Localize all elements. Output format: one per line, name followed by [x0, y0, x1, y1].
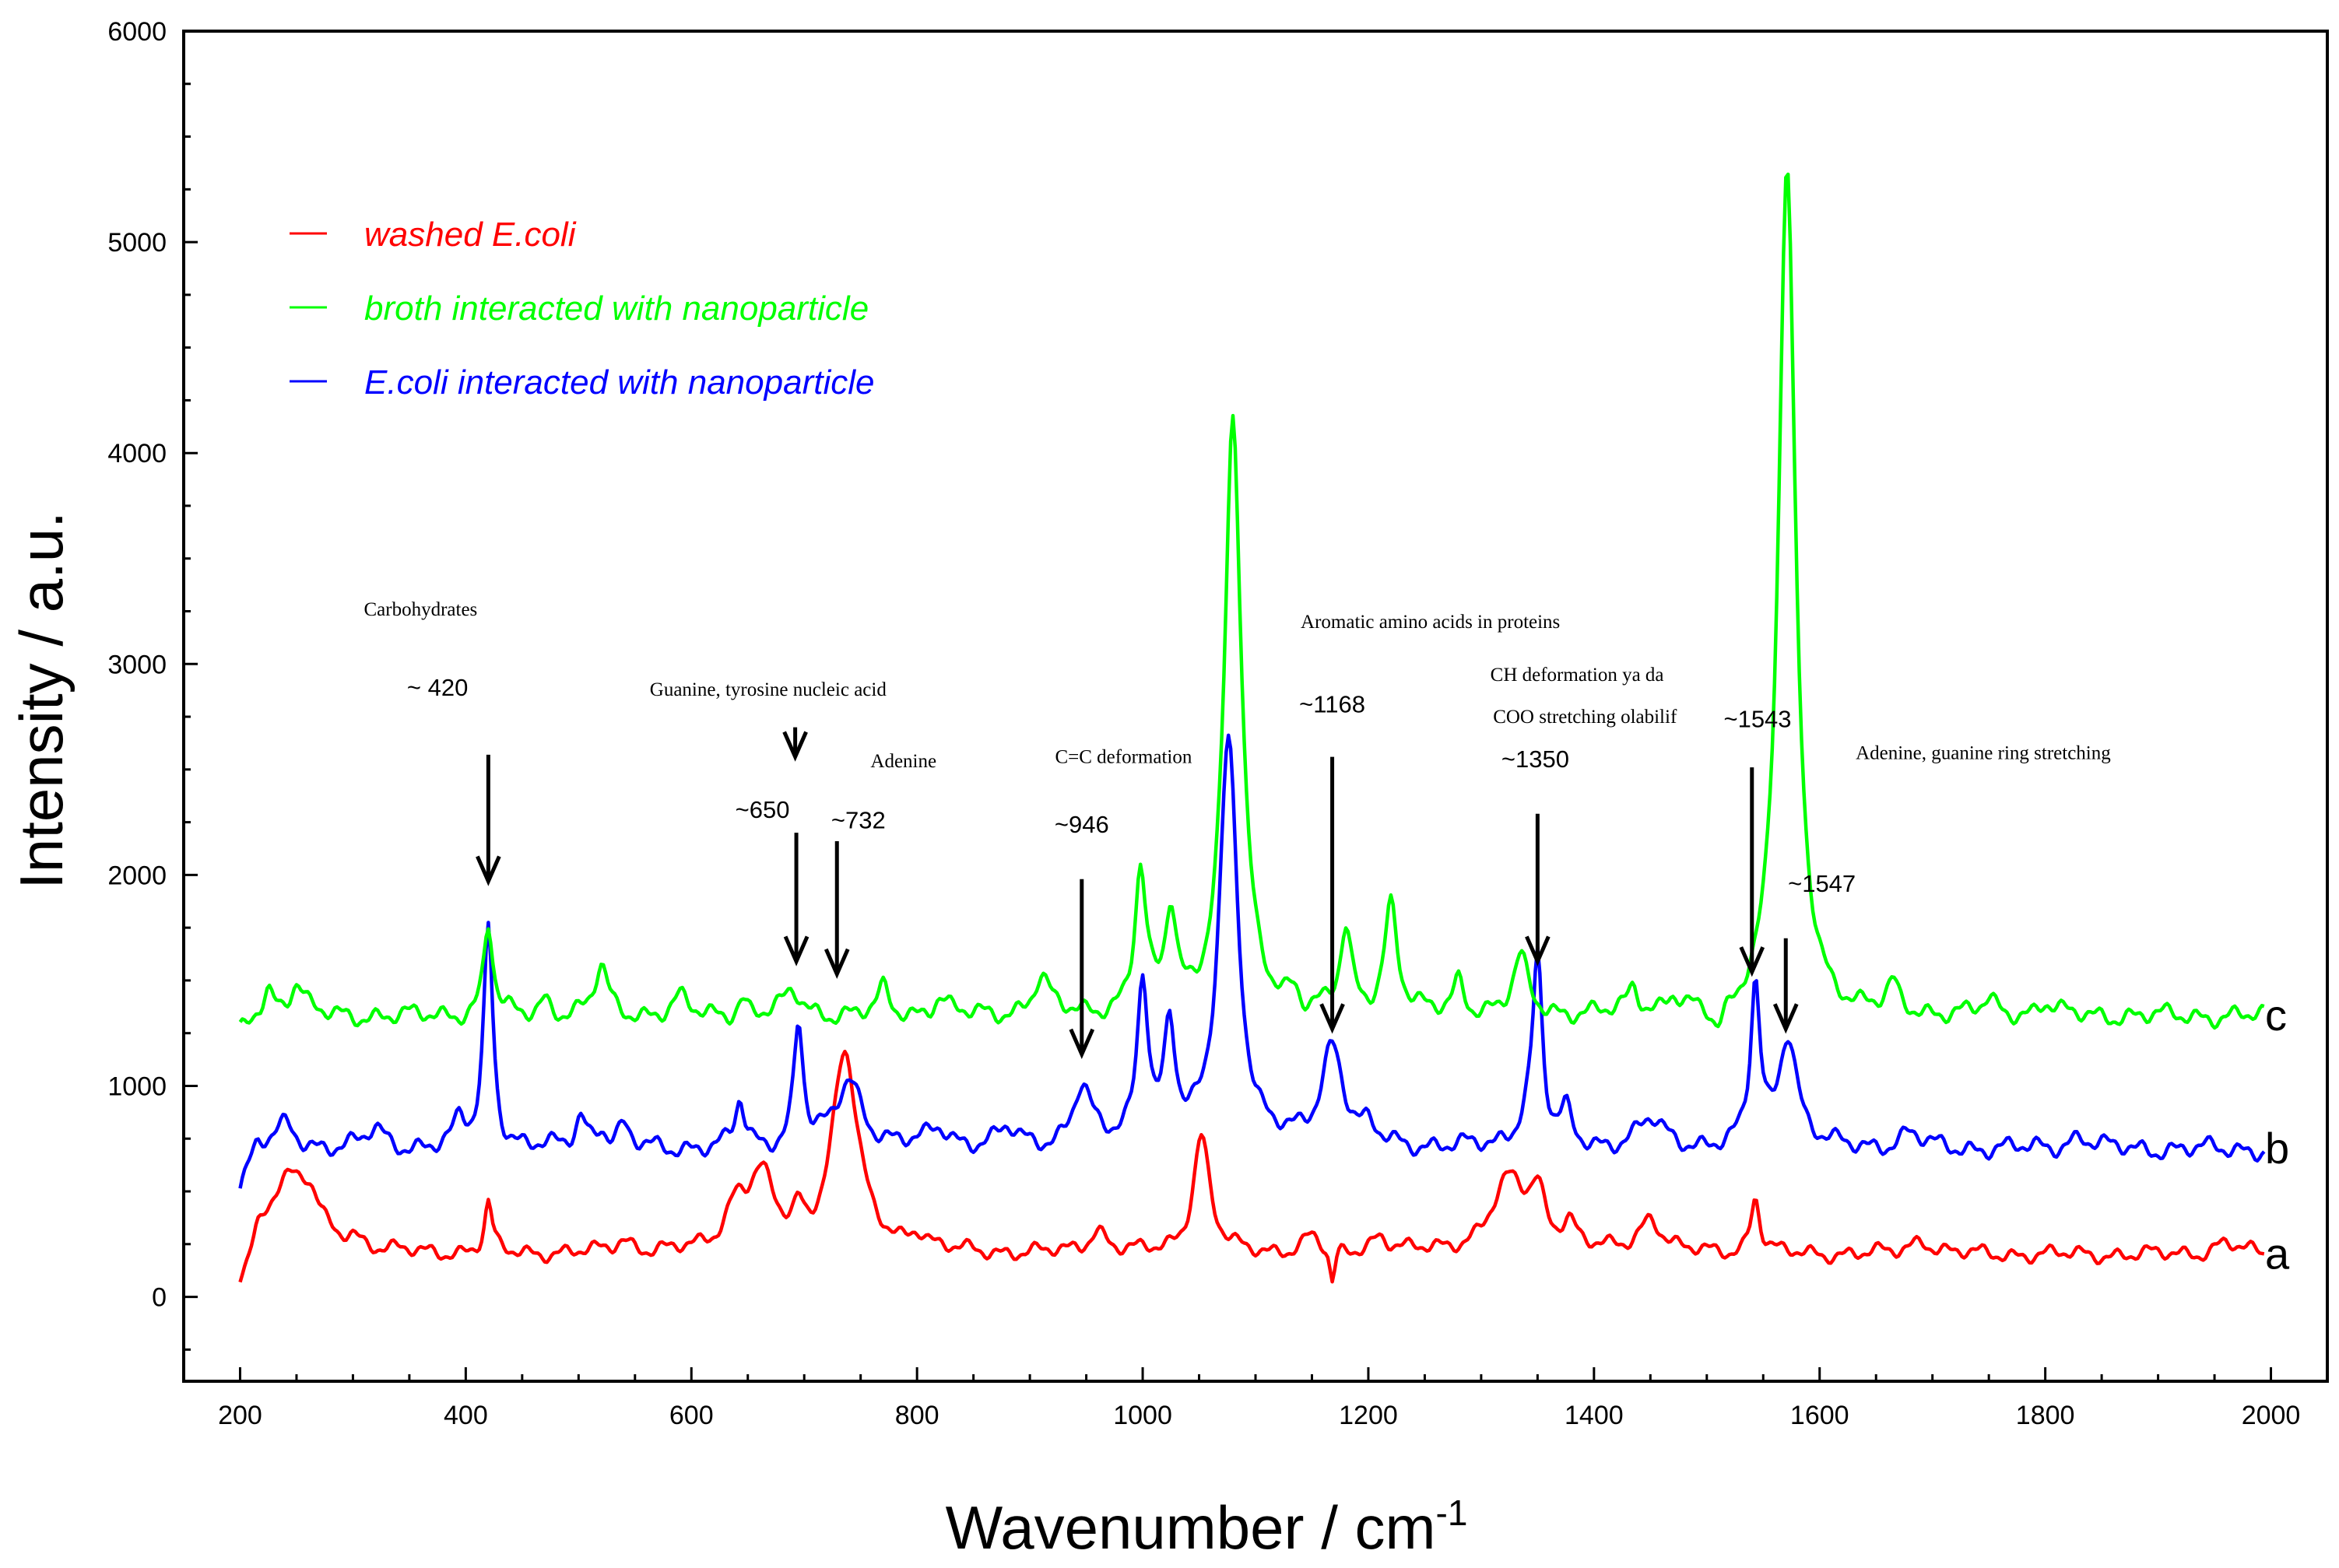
x-tick-label: 1000 — [1113, 1401, 1172, 1430]
y-axis-title: Intensity / a.u. — [7, 511, 76, 889]
peak-number-label: ~650 — [736, 796, 790, 823]
peak-number-label: ~1350 — [1501, 745, 1569, 773]
annotation-arrow-head — [1525, 935, 1551, 966]
peak-description-label: Carbohydrates — [363, 599, 477, 620]
x-axis-title: Wavenumber / cm-1 — [946, 1493, 1468, 1562]
x-tick-label: 200 — [218, 1401, 262, 1430]
x-tick-label: 1400 — [1565, 1401, 1624, 1430]
annotation-arrow-head — [782, 731, 808, 762]
series-tag-b: b — [2265, 1124, 2289, 1173]
peak-description-label: COO stretching olabilif — [1493, 707, 1677, 728]
annotation-arrow-head — [824, 948, 850, 980]
x-axis-ticks: 200 400 600 800 1000 1200 1400 1600 1800 2000 — [218, 1367, 2300, 1430]
series-tag-c: c — [2265, 991, 2287, 1040]
y-tick-label: 3000 — [107, 650, 167, 679]
y-tick-label: 4000 — [107, 439, 167, 468]
y-tick-label: 1000 — [107, 1072, 167, 1101]
y-tick-label: 2000 — [107, 861, 167, 890]
legend-label-c: broth interacted with nanoparticle — [364, 289, 869, 328]
peak-description-label: Aromatic amino acids in proteins — [1301, 612, 1560, 633]
peak-number-label: ~1168 — [1299, 691, 1365, 718]
series-layer: a b c — [238, 172, 2290, 1284]
annotation-arrow-head — [1772, 1003, 1799, 1034]
y-tick-label: 0 — [152, 1283, 167, 1313]
annotation-arrow-head — [476, 855, 501, 886]
y-tick-label: 5000 — [107, 228, 167, 258]
y-tick-label: 6000 — [107, 17, 167, 47]
peak-number-label: ~732 — [831, 807, 886, 834]
series-line-a — [238, 1049, 2265, 1284]
x-tick-label: 800 — [895, 1401, 939, 1430]
series-tag-a: a — [2265, 1229, 2290, 1278]
legend-label-a: washed E.coli — [364, 216, 577, 254]
legend: washed E.coli broth interacted with nanop… — [290, 216, 874, 402]
series-line-c — [238, 172, 2265, 1030]
x-tick-label: 1800 — [2016, 1401, 2075, 1430]
x-tick-label: 600 — [669, 1401, 714, 1430]
x-tick-label: 400 — [444, 1401, 488, 1430]
peak-description-label: C=C deformation — [1055, 747, 1192, 768]
peak-description-label: Guanine, tyrosine nucleic acid — [650, 679, 887, 700]
annotation-arrow-head — [1069, 1028, 1095, 1060]
series-line-b — [238, 733, 2266, 1189]
peak-number-label: ~946 — [1055, 811, 1109, 838]
peak-number-label: ~1547 — [1788, 870, 1856, 897]
peak-number-label: ~1543 — [1723, 706, 1791, 733]
x-tick-label: 1200 — [1339, 1401, 1398, 1430]
annotation-layer: Carbohydrates ~ 420 Guanine, tyrosine nucl… — [363, 599, 2111, 1060]
peak-description-label: Adenine — [870, 751, 936, 772]
x-tick-label: 1600 — [1790, 1401, 1849, 1430]
annotation-arrow-head — [1319, 1003, 1345, 1034]
peak-description-label: Adenine, guanine ring stretching — [1856, 742, 2111, 763]
legend-label-b: E.coli interacted with nanoparticle — [364, 363, 874, 402]
annotation-arrow-head — [783, 935, 810, 966]
x-tick-label: 2000 — [2242, 1401, 2301, 1430]
x-axis-title-superscript: -1 — [1436, 1493, 1468, 1533]
peak-number-label: ~ 420 — [407, 674, 468, 701]
peak-description-label: CH deformation ya da — [1491, 665, 1664, 686]
annotation-arrow-head — [1739, 946, 1765, 977]
y-axis-ticks: 0 1000 2000 3000 4000 5000 6000 — [107, 17, 198, 1351]
